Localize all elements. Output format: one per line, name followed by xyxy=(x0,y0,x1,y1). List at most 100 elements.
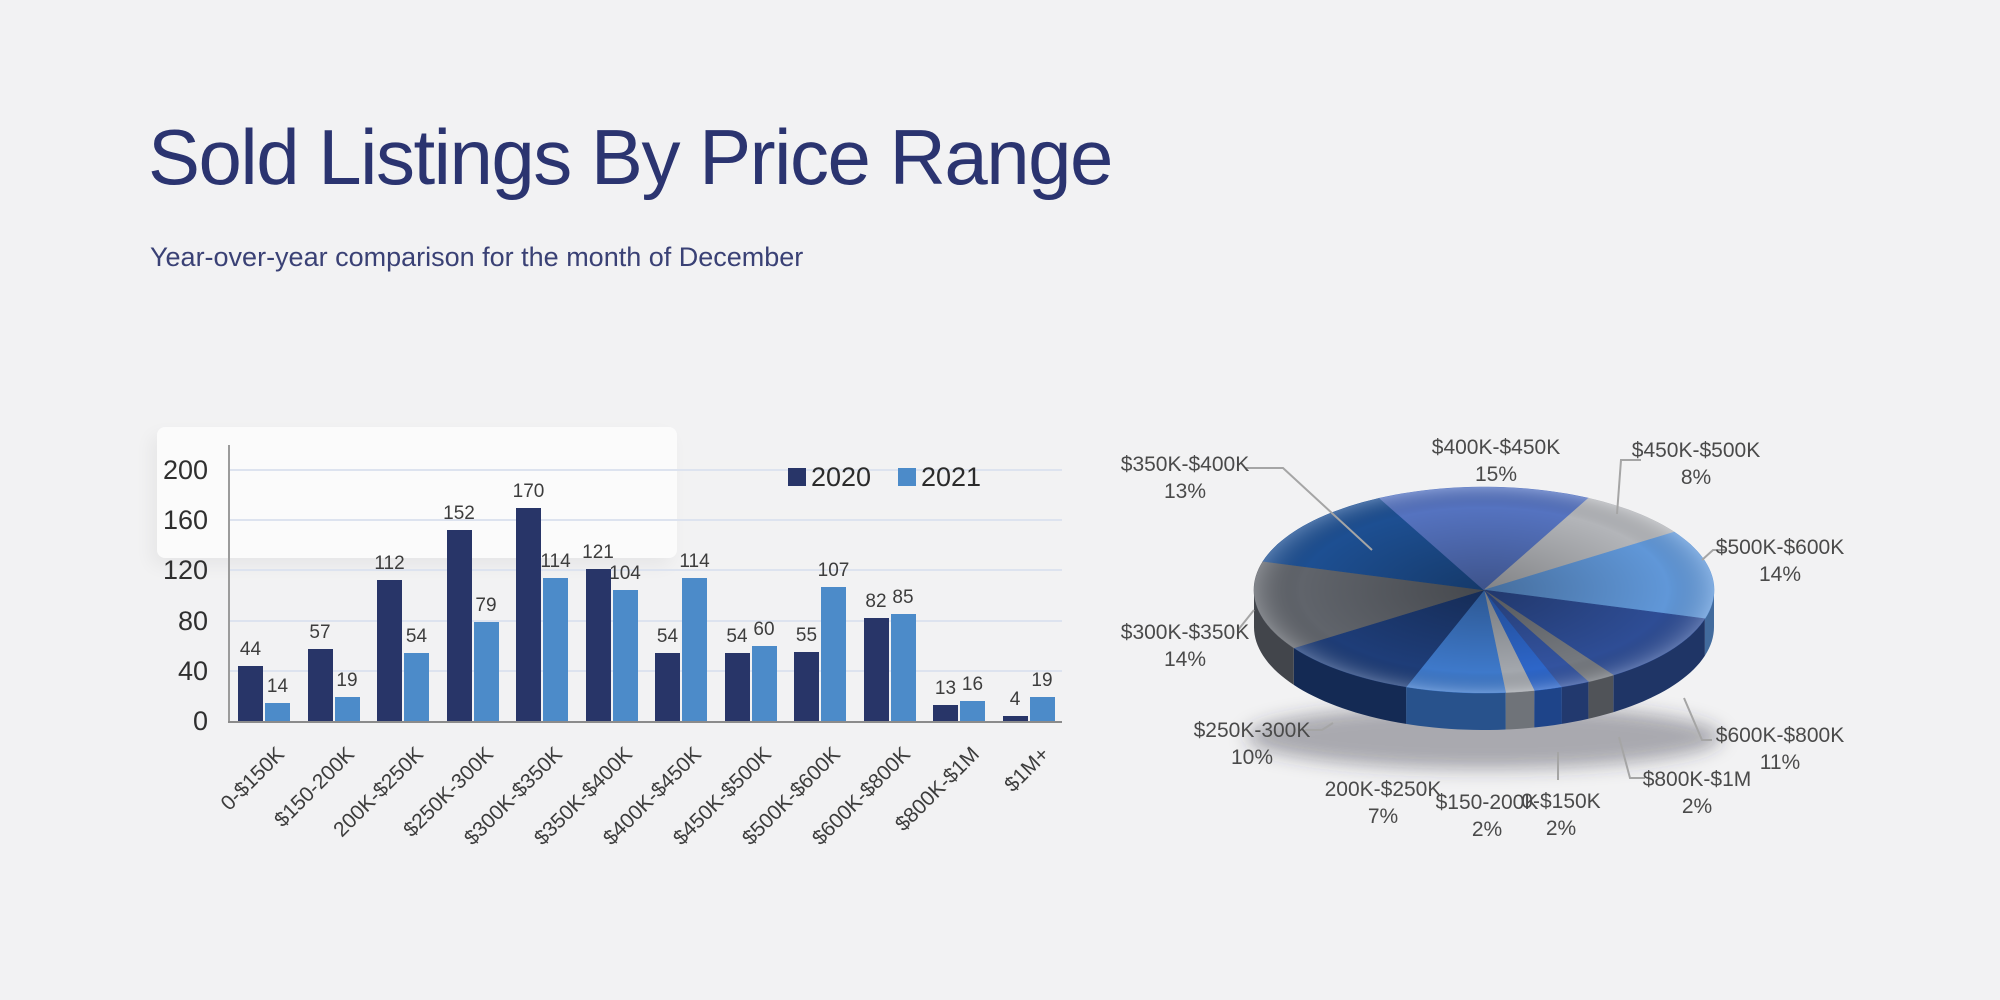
legend-label-2021: 2021 xyxy=(921,462,982,492)
pie-slice-side-0-$150K xyxy=(1534,686,1562,728)
pie-label-$450K-$500K: $450K-$500K 8% xyxy=(1576,437,1816,491)
pie-label-percent: 2% xyxy=(1545,817,1577,840)
pie-label-category: $300K-$350K xyxy=(1120,621,1250,644)
bar-2021-0 xyxy=(265,703,290,721)
pie-label-category: $450K-$500K xyxy=(1631,439,1761,462)
legend-label-2020: 2020 xyxy=(811,462,872,492)
background-card xyxy=(157,427,677,558)
pie-label-percent: 15% xyxy=(1474,463,1518,486)
x-axis-line xyxy=(228,721,1062,723)
y-tick-label: 200 xyxy=(162,454,208,485)
pie-shadow xyxy=(1246,705,1722,769)
y-tick-label: 80 xyxy=(177,605,208,636)
pie-slice-side-$250K-300K xyxy=(1293,647,1407,724)
bar-value-label: 104 xyxy=(609,563,641,585)
bar-2020-6 xyxy=(655,653,680,721)
bar-value-label: 170 xyxy=(512,480,545,502)
pie-label-percent: 13% xyxy=(1163,480,1207,503)
bar-value-label: 54 xyxy=(405,626,428,648)
pie-slice-side-$1M+ xyxy=(1561,681,1589,724)
bar-2020-3 xyxy=(446,530,472,721)
pie-label-$350K-$400K: $350K-$400K 13% xyxy=(1065,451,1305,505)
pie-slice-side-$300K-$350K xyxy=(1254,590,1294,685)
y-axis-line xyxy=(228,445,230,723)
bar-value-label: 82 xyxy=(865,591,887,613)
bar-2020-1 xyxy=(307,649,333,721)
y-tick-label: 0 xyxy=(192,706,208,736)
gridline-80 xyxy=(228,619,1062,622)
page-title: Sold Listings By Price Range xyxy=(148,113,1113,201)
pie-label-percent: 10% xyxy=(1230,746,1274,769)
pie-label-$300K-$350K: $300K-$350K 14% xyxy=(1065,619,1305,673)
y-tick-label: 120 xyxy=(162,555,208,586)
bar-2021-10 xyxy=(960,700,985,721)
gridline-40 xyxy=(228,669,1062,672)
bar-2021-1 xyxy=(334,697,360,721)
pie-label-category: $150-200K xyxy=(1435,791,1539,814)
bar-2021-8 xyxy=(821,586,846,721)
bar-value-label: 54 xyxy=(656,626,679,648)
bar-2021-6 xyxy=(682,577,707,721)
bar-value-label: 13 xyxy=(934,677,957,699)
bar-value-label: 114 xyxy=(540,550,571,572)
pie-sheen xyxy=(1254,487,1714,693)
pie-callout-$500K-$600K xyxy=(1701,549,1727,561)
pie-label-category: $400K-$450K xyxy=(1431,436,1561,459)
pie-label-percent: 14% xyxy=(1163,648,1207,671)
y-tick-label: 160 xyxy=(162,505,208,536)
bar-value-label: 44 xyxy=(239,638,262,660)
bar-2020-0 xyxy=(238,665,263,721)
pie-label-category: 200K-$250K xyxy=(1324,778,1442,801)
legend-swatch-2021 xyxy=(898,468,916,486)
pie-label-$400K-$450K: $400K-$450K 15% xyxy=(1376,434,1616,488)
bar-2020-2 xyxy=(377,580,402,721)
gridline-200 xyxy=(228,468,1062,471)
pie-label-$150-200K: $150-200K 2% xyxy=(1367,789,1607,843)
pie-slice-side-200K-$250K xyxy=(1406,686,1506,730)
pie-label-0-$150K: 0-$150K 2% xyxy=(1441,788,1681,842)
bar-value-label: 60 xyxy=(753,618,775,640)
pie-slice-side-$800K-$1M xyxy=(1588,675,1614,719)
gridline-160 xyxy=(228,519,1062,522)
pie-label-percent: 8% xyxy=(1680,466,1712,489)
pie-slice-side-$150-200K xyxy=(1505,690,1535,730)
bar-2020-4 xyxy=(516,507,541,721)
pie-label-percent: 11% xyxy=(1759,751,1801,774)
y-tick-label: 40 xyxy=(177,655,208,686)
bar-2020-11 xyxy=(1002,715,1028,721)
pie-label-$800K-$1M: $800K-$1M 2% xyxy=(1577,766,1817,820)
bar-value-label: 19 xyxy=(336,670,358,692)
bar-2020-10 xyxy=(933,704,958,721)
pie-label-percent: 2% xyxy=(1471,818,1503,841)
pie-callout-$450K-$500K xyxy=(1616,459,1641,515)
pie-label-category: 0-$150K xyxy=(1521,790,1601,813)
pie-label-category: $500K-$600K xyxy=(1715,536,1845,559)
bar-2021-5 xyxy=(612,590,638,721)
bar-value-label: 114 xyxy=(679,550,710,572)
bar-2021-7 xyxy=(751,645,777,721)
pie-label-200K-$250K: 200K-$250K 7% xyxy=(1263,776,1503,830)
pie-label-$500K-$600K: $500K-$600K 14% xyxy=(1660,534,1900,588)
bar-2020-5 xyxy=(585,569,611,721)
bar-value-label: 57 xyxy=(309,622,331,644)
bar-value-label: 14 xyxy=(266,676,289,698)
bar-2020-9 xyxy=(863,618,889,721)
bar-value-label: 107 xyxy=(817,559,850,581)
pie-label-category: $250K-300K xyxy=(1193,719,1311,742)
bar-2021-3 xyxy=(473,621,499,721)
gridline-120 xyxy=(228,569,1062,572)
pie-slice-side-$500K-$600K xyxy=(1704,590,1714,656)
page-subtitle: Year-over-year comparison for the month … xyxy=(150,242,804,272)
bar-2021-9 xyxy=(890,614,916,721)
bar-value-label: 112 xyxy=(374,553,405,575)
pie-label-$250K-300K: $250K-300K 10% xyxy=(1132,717,1372,771)
bar-value-label: 16 xyxy=(961,673,984,695)
bar-value-label: 152 xyxy=(443,503,475,525)
bar-2020-7 xyxy=(724,653,750,721)
pie-label-$600K-$800K: $600K-$800K 11% xyxy=(1660,722,1900,776)
bar-value-label: 121 xyxy=(582,542,614,564)
bar-2020-8 xyxy=(794,651,819,721)
bar-2021-2 xyxy=(404,653,429,721)
